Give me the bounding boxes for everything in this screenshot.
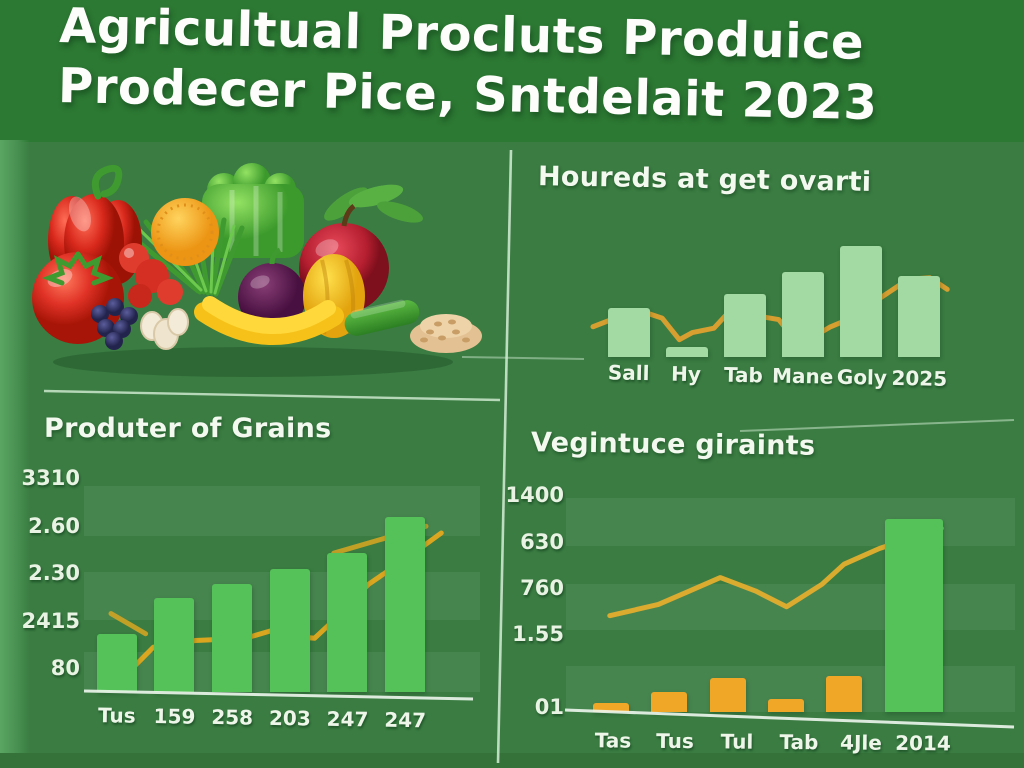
- veg-y-tick: 1400: [505, 483, 564, 507]
- grains-trend-line-extra-1: [111, 614, 146, 634]
- cherry-tomatoes-icon: [119, 243, 183, 308]
- x-axis-grains: [83, 689, 474, 701]
- grains-y-tick: 80: [50, 656, 80, 680]
- hours-bar-Mane: [782, 272, 824, 357]
- grains-bar-Tus: [96, 633, 137, 692]
- grains-bar-203: [269, 568, 310, 692]
- veg-bar-Tul: [709, 678, 746, 712]
- chart-hours-bars: [580, 213, 1012, 357]
- produce-photo: [32, 163, 482, 377]
- divider-stub-right: [461, 356, 585, 360]
- chart-grains-plot: [88, 468, 472, 692]
- hours-bar-2025: [898, 276, 940, 357]
- grains-y-tick: 2415: [21, 609, 80, 633]
- left-edge-light-strip: [0, 140, 30, 768]
- cube-pepper-green-icon: [202, 163, 304, 258]
- hours-bar-Goly: [840, 246, 882, 357]
- x-axis-veg: [564, 708, 1015, 729]
- grains-bar-247: [327, 553, 368, 692]
- chart-veg-bars: [570, 488, 1012, 712]
- divider-diagonal-right: [739, 419, 1015, 432]
- grain-pile-icon: [410, 314, 482, 353]
- hours-bar-Tab: [724, 293, 766, 357]
- cucumber-icon: [344, 299, 420, 336]
- veg-bar-Tas: [593, 703, 630, 712]
- grains-bar-159: [154, 597, 195, 692]
- grains-y-tick: 2.60: [28, 514, 80, 538]
- chart-grains-yticks: 3310 2.60 2.30 2415 80: [22, 466, 80, 682]
- title-band: [0, 0, 1024, 142]
- divider-vertical: [496, 149, 513, 764]
- chart-grains-bars: [88, 468, 472, 692]
- grains-y-tick: 3310: [21, 466, 80, 490]
- veg-y-tick: 630: [520, 530, 564, 554]
- chart-veg-yticks: 1400 630 760 1.55 01: [506, 483, 564, 723]
- grains-bar-247: [385, 517, 426, 692]
- chart-hours-plot: [580, 213, 1012, 357]
- veg-bar-4Jle: [826, 676, 863, 712]
- veg-y-tick: 01: [534, 695, 564, 719]
- hours-bar-Hy: [666, 346, 708, 357]
- bananas-icon: [194, 296, 344, 346]
- veg-bar-2014: [884, 519, 943, 712]
- leafy-sprig-icon: [324, 184, 423, 223]
- chart-veg-plot: [570, 488, 1012, 712]
- garlic-icon: [140, 308, 189, 350]
- grains-bar-258: [212, 584, 253, 692]
- veg-y-tick: 1.55: [512, 622, 564, 646]
- veg-bar-Tab: [768, 698, 805, 712]
- veg-bar-Tus: [651, 691, 688, 712]
- plum-purple-icon: [238, 247, 306, 331]
- veg-y-tick: 760: [520, 576, 564, 600]
- chart-grains-title: Produter of Grains: [44, 413, 332, 444]
- grains-y-tick: 2.30: [28, 561, 80, 585]
- hours-bar-Sall: [608, 308, 650, 357]
- bottom-edge-strip: [0, 753, 1024, 768]
- divider-horizontal-left: [43, 389, 501, 402]
- produce-shadow: [53, 347, 453, 377]
- orange-fruit-icon: [151, 198, 219, 266]
- grapes-icon: [91, 298, 138, 350]
